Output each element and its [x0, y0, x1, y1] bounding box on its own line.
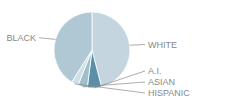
slice-label: A.I. [148, 66, 162, 76]
pie [54, 12, 130, 88]
leader-line [130, 44, 145, 46]
slice-label: HISPANIC [148, 88, 190, 98]
slice-label: BLACK [6, 33, 36, 43]
leader-line [75, 84, 145, 93]
labels: WHITE A.I.ASIANHISPANIC BLACK [6, 33, 190, 98]
pie-slice [54, 12, 92, 82]
slice-label: WHITE [148, 40, 177, 50]
chart: WHITE A.I.ASIANHISPANIC BLACK [0, 0, 240, 100]
leader-line [39, 38, 56, 40]
slice-label: ASIAN [148, 77, 175, 87]
